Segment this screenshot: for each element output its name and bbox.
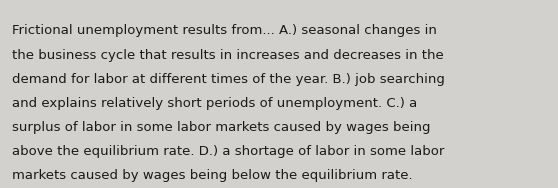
Text: the business cycle that results in increases and decreases in the: the business cycle that results in incre…: [12, 49, 444, 61]
Text: above the equilibrium rate. D.) a shortage of labor in some labor: above the equilibrium rate. D.) a shorta…: [12, 145, 445, 158]
Text: demand for labor at different times of the year. B.) job searching: demand for labor at different times of t…: [12, 73, 445, 86]
Text: Frictional unemployment results from... A.) seasonal changes in: Frictional unemployment results from... …: [12, 24, 437, 37]
Text: and explains relatively short periods of unemployment. C.) a: and explains relatively short periods of…: [12, 97, 417, 110]
Text: markets caused by wages being below the equilibrium rate.: markets caused by wages being below the …: [12, 169, 413, 182]
Text: surplus of labor in some labor markets caused by wages being: surplus of labor in some labor markets c…: [12, 121, 431, 134]
